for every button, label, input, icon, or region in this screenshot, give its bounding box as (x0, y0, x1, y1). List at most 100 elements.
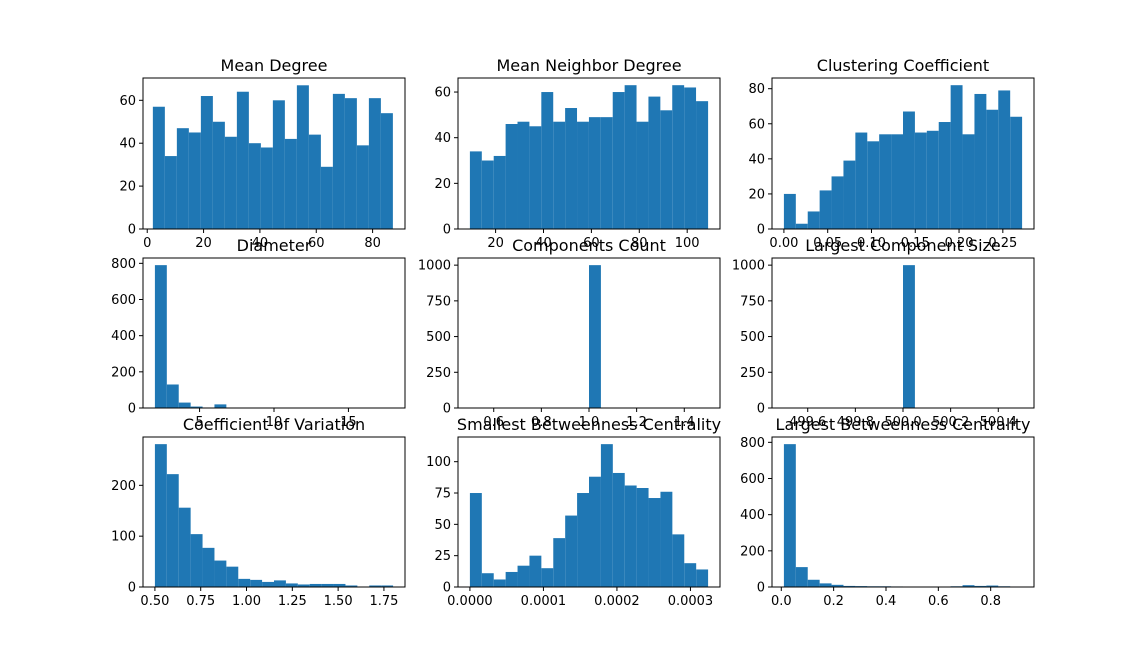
histogram-bar (624, 485, 637, 587)
histogram-bar (636, 488, 649, 587)
histogram-bar (381, 585, 394, 587)
x-tick-label: 0.0000 (447, 594, 493, 609)
histogram-bar (200, 96, 213, 230)
histogram-panel: 0.0 0.2 0.4 0.6 0.8 0 200 400 600 800 Largest Betw… (740, 415, 1035, 609)
y-tick-label: 100 (426, 455, 451, 470)
chart-title: Largest Betweenness Centrality (776, 415, 1031, 434)
x-tick-label: 0.10 (857, 236, 886, 251)
histogram-bar (660, 491, 673, 587)
histogram-bar (274, 580, 286, 587)
histogram-bar (879, 134, 892, 229)
histogram-bar (285, 583, 298, 587)
histogram-bar (589, 265, 601, 408)
histogram-panel: 0 20 40 60 80 0 20 40 60 Mean Degree (119, 56, 406, 251)
histogram-bar (589, 476, 601, 587)
y-tick-label: 0 (757, 223, 765, 238)
histogram-bar (612, 92, 625, 229)
histogram-panel: 0.0000 0.0001 0.0002 0.0003 0 25 50 75 100 Smalle… (426, 415, 721, 609)
histogram-bar (236, 91, 249, 229)
histogram-bar (166, 474, 179, 587)
histogram-panel: 20 40 60 80 100 0 20 40 60 Mean Neighbor Degree (434, 56, 721, 251)
histogram-bar (368, 98, 381, 229)
histogram-bar (154, 444, 167, 587)
y-tick-label: 20 (434, 177, 451, 192)
histogram-bar (481, 160, 494, 229)
axes-frame (142, 436, 406, 588)
y-tick-label: 20 (119, 180, 136, 195)
histogram-panel: 0.00 0.05 0.10 0.15 0.20 0.25 0 20 40 60 80 Cluster… (748, 56, 1035, 251)
histogram-bar (648, 498, 661, 587)
histogram-bar (284, 138, 297, 229)
histogram-bar (914, 132, 927, 229)
y-tick-label: 500 (740, 330, 765, 345)
histogram-bar (938, 122, 951, 229)
y-tick-label: 0 (757, 402, 765, 417)
histogram-bar (974, 585, 987, 587)
histogram-bar (529, 555, 542, 587)
x-tick-label: 20 (195, 236, 212, 251)
x-tick-label: 0 (143, 236, 151, 251)
histogram-bar (807, 579, 820, 587)
histogram-bar (164, 156, 177, 229)
histogram-bar (321, 583, 334, 587)
histogram-bar (481, 573, 494, 587)
histogram-bar (565, 515, 578, 587)
histogram-bar (867, 141, 880, 229)
x-tick-label: 0.8 (980, 594, 1001, 609)
y-tick-label: 60 (119, 94, 136, 109)
histogram-bar (541, 568, 554, 587)
histogram-bar (998, 90, 1011, 229)
x-tick-label: 15 (340, 415, 357, 430)
histogram-bar (529, 126, 542, 229)
histogram-bar (356, 145, 369, 229)
x-tick-label: 60 (583, 236, 600, 251)
y-tick-label: 0 (757, 581, 765, 596)
histogram-bar (962, 585, 975, 587)
x-tick-label: 0.00 (769, 236, 798, 251)
x-tick-label: 0.05 (813, 236, 842, 251)
y-tick-label: 800 (740, 436, 765, 451)
y-tick-label: 50 (434, 518, 451, 533)
y-tick-label: 750 (740, 294, 765, 309)
histogram-bar (369, 585, 382, 587)
axes-frame (771, 77, 1035, 230)
histogram-bar (843, 160, 856, 229)
x-tick-label: 20 (487, 236, 504, 251)
y-tick-label: 400 (111, 329, 136, 344)
x-tick-label: 0.75 (186, 594, 215, 609)
histogram-bar (783, 193, 796, 229)
histogram-bar (308, 134, 321, 230)
histogram-bar (505, 571, 518, 587)
x-tick-label: 0.4 (876, 594, 897, 609)
histogram-bar (541, 92, 554, 229)
histogram-bar (224, 136, 237, 229)
y-tick-label: 800 (111, 257, 136, 272)
histogram-bar (903, 265, 915, 408)
histogram-bar (795, 223, 808, 229)
y-tick-label: 200 (111, 479, 136, 494)
y-tick-label: 0 (128, 581, 136, 596)
histogram-bar (380, 113, 393, 229)
histogram-bar (517, 121, 530, 229)
x-tick-label: 1.00 (232, 594, 261, 609)
x-tick-label: 0.0003 (668, 594, 714, 609)
histogram-bar (214, 404, 227, 408)
histogram-bar (855, 132, 868, 229)
y-tick-label: 0 (443, 581, 451, 596)
x-tick-label: 40 (252, 236, 269, 251)
histogram-bar (517, 565, 530, 587)
chart-title: Largest Component Size (805, 236, 1001, 255)
histogram-bar (178, 507, 191, 587)
histogram-bar (648, 96, 661, 229)
x-tick-label: 0.20 (945, 236, 974, 251)
histogram-bar (190, 534, 203, 587)
histogram-bar (345, 585, 358, 587)
histogram-bar (974, 93, 987, 230)
histogram-bar (588, 117, 601, 229)
histogram-bar (190, 406, 203, 408)
y-tick-label: 400 (740, 508, 765, 523)
y-tick-label: 200 (740, 544, 765, 559)
histogram-bar (807, 211, 820, 229)
